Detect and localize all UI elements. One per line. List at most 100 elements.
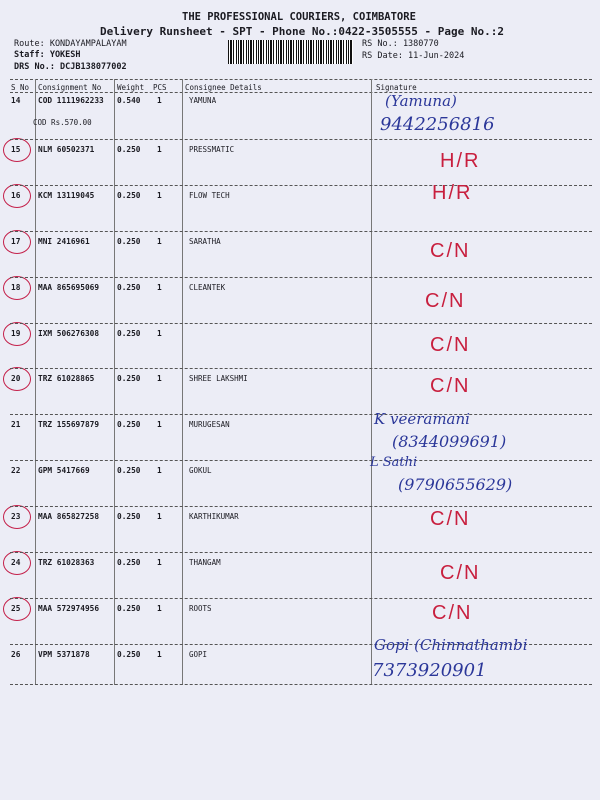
consignment-number: TRZ 155697879 [38,420,100,429]
weight: 0.250 [117,237,141,246]
weight: 0.540 [117,96,141,105]
consignment-number: NLM 60502371 [38,145,95,154]
phone-gokul: (9790655629) [398,475,513,494]
remark-cn: C/N [430,375,471,397]
weight: 0.250 [117,420,141,429]
row-divider [10,460,592,461]
weight: 0.250 [117,329,141,338]
cod-amount: COD Rs.570.00 [33,118,92,127]
consignment-number: IXM 506276308 [38,329,100,338]
serial-number: 26 [11,650,21,659]
pieces: 1 [157,650,162,659]
remark-cn: C/N [430,508,471,530]
row-divider [10,323,592,324]
consignee-name: KARTHIKUMAR [189,512,239,521]
weight: 0.250 [117,650,141,659]
column-divider [35,79,36,685]
weight: 0.250 [117,283,141,292]
weight: 0.250 [117,466,141,475]
signature-yamuna: (Yamuna) [385,92,457,110]
serial-number: 21 [11,420,21,429]
pieces: 1 [157,329,162,338]
remark-hr: H/R [440,150,481,172]
col-header-signature: Signature [376,83,417,92]
pieces: 1 [157,512,162,521]
weight: 0.250 [117,145,141,154]
circle-mark [3,367,31,391]
rs-date: RS Date: 11-Jun-2024 [362,51,465,61]
row-divider [10,231,592,232]
circle-mark [3,230,31,254]
weight: 0.250 [117,558,141,567]
signature-gopi: Gopi (Chinnathambi [374,636,528,654]
consignment-number: MAA 865827258 [38,512,100,521]
circle-mark [3,184,31,208]
header-divider [10,92,592,93]
row-divider [10,644,592,645]
remark-hr: H/R [432,182,473,204]
weight: 0.250 [117,512,141,521]
consignee-name: SARATHA [189,237,221,246]
serial-number: 22 [11,466,21,475]
pieces: 1 [157,145,162,154]
route: Route: KONDAYAMPALAYAM [14,39,127,49]
pieces: 1 [157,466,162,475]
table-bottom-divider [10,684,592,685]
consignee-name: SHREE LAKSHMI [189,374,248,383]
col-header-pcs: PCS [153,83,167,92]
pieces: 1 [157,558,162,567]
consignee-name: MURUGESAN [189,420,230,429]
col-header-consignee: Consignee Details [185,83,262,92]
rs-number: RS No.: 1380770 [362,39,439,49]
circle-mark [3,551,31,575]
weight: 0.250 [117,374,141,383]
row-divider [10,552,592,553]
consignee-name: FLOW TECH [189,191,230,200]
consignment-number: GPM 5417669 [38,466,90,475]
pieces: 1 [157,374,162,383]
circle-mark [3,276,31,300]
row-divider [10,277,592,278]
consignment-number: KCM 13119045 [38,191,95,200]
consignment-number: MNI 2416961 [38,237,90,246]
consignment-number: COD 1111962233 [38,96,104,105]
consignment-number: TRZ 61028865 [38,374,95,383]
row-divider [10,598,592,599]
row-divider [10,506,592,507]
circle-mark [3,322,31,346]
consignment-number: VPM 5371878 [38,650,90,659]
row-divider [10,414,592,415]
serial-number: 14 [11,96,21,105]
consignee-name: GOKUL [189,466,212,475]
col-header-sno: S No [11,83,30,92]
consignee-name: YAMUNA [189,96,217,105]
staff: Staff: YOKESH [14,50,81,60]
consignee-name: CLEANTEK [189,283,226,292]
consignee-name: PRESSMATIC [189,145,235,154]
row-divider [10,139,592,140]
pieces: 1 [157,96,162,105]
remark-cn: C/N [430,240,471,262]
remark-cn: C/N [432,602,473,624]
consignment-number: TRZ 61028363 [38,558,95,567]
company-title: THE PROFESSIONAL COURIERS, COIMBATORE [182,11,416,23]
phone-yamuna: 9442256816 [380,114,495,135]
consignee-name: GOPI [189,650,208,659]
table-top-divider [10,79,592,80]
col-header-weight: Weight [117,83,145,92]
column-divider [371,79,372,685]
signature-gokul: L Sathi [370,455,418,470]
phone-gopi: 7373920901 [372,660,487,681]
remark-cn: C/N [440,562,481,584]
pieces: 1 [157,604,162,613]
consignment-number: MAA 572974956 [38,604,100,613]
column-divider [114,79,115,685]
circle-mark [3,138,31,162]
column-divider [182,79,183,685]
remark-cn: C/N [425,290,466,312]
pieces: 1 [157,237,162,246]
pieces: 1 [157,191,162,200]
weight: 0.250 [117,604,141,613]
consignee-name: THANGAM [189,558,221,567]
drs-number: DRS No.: DCJB138077002 [14,62,127,72]
